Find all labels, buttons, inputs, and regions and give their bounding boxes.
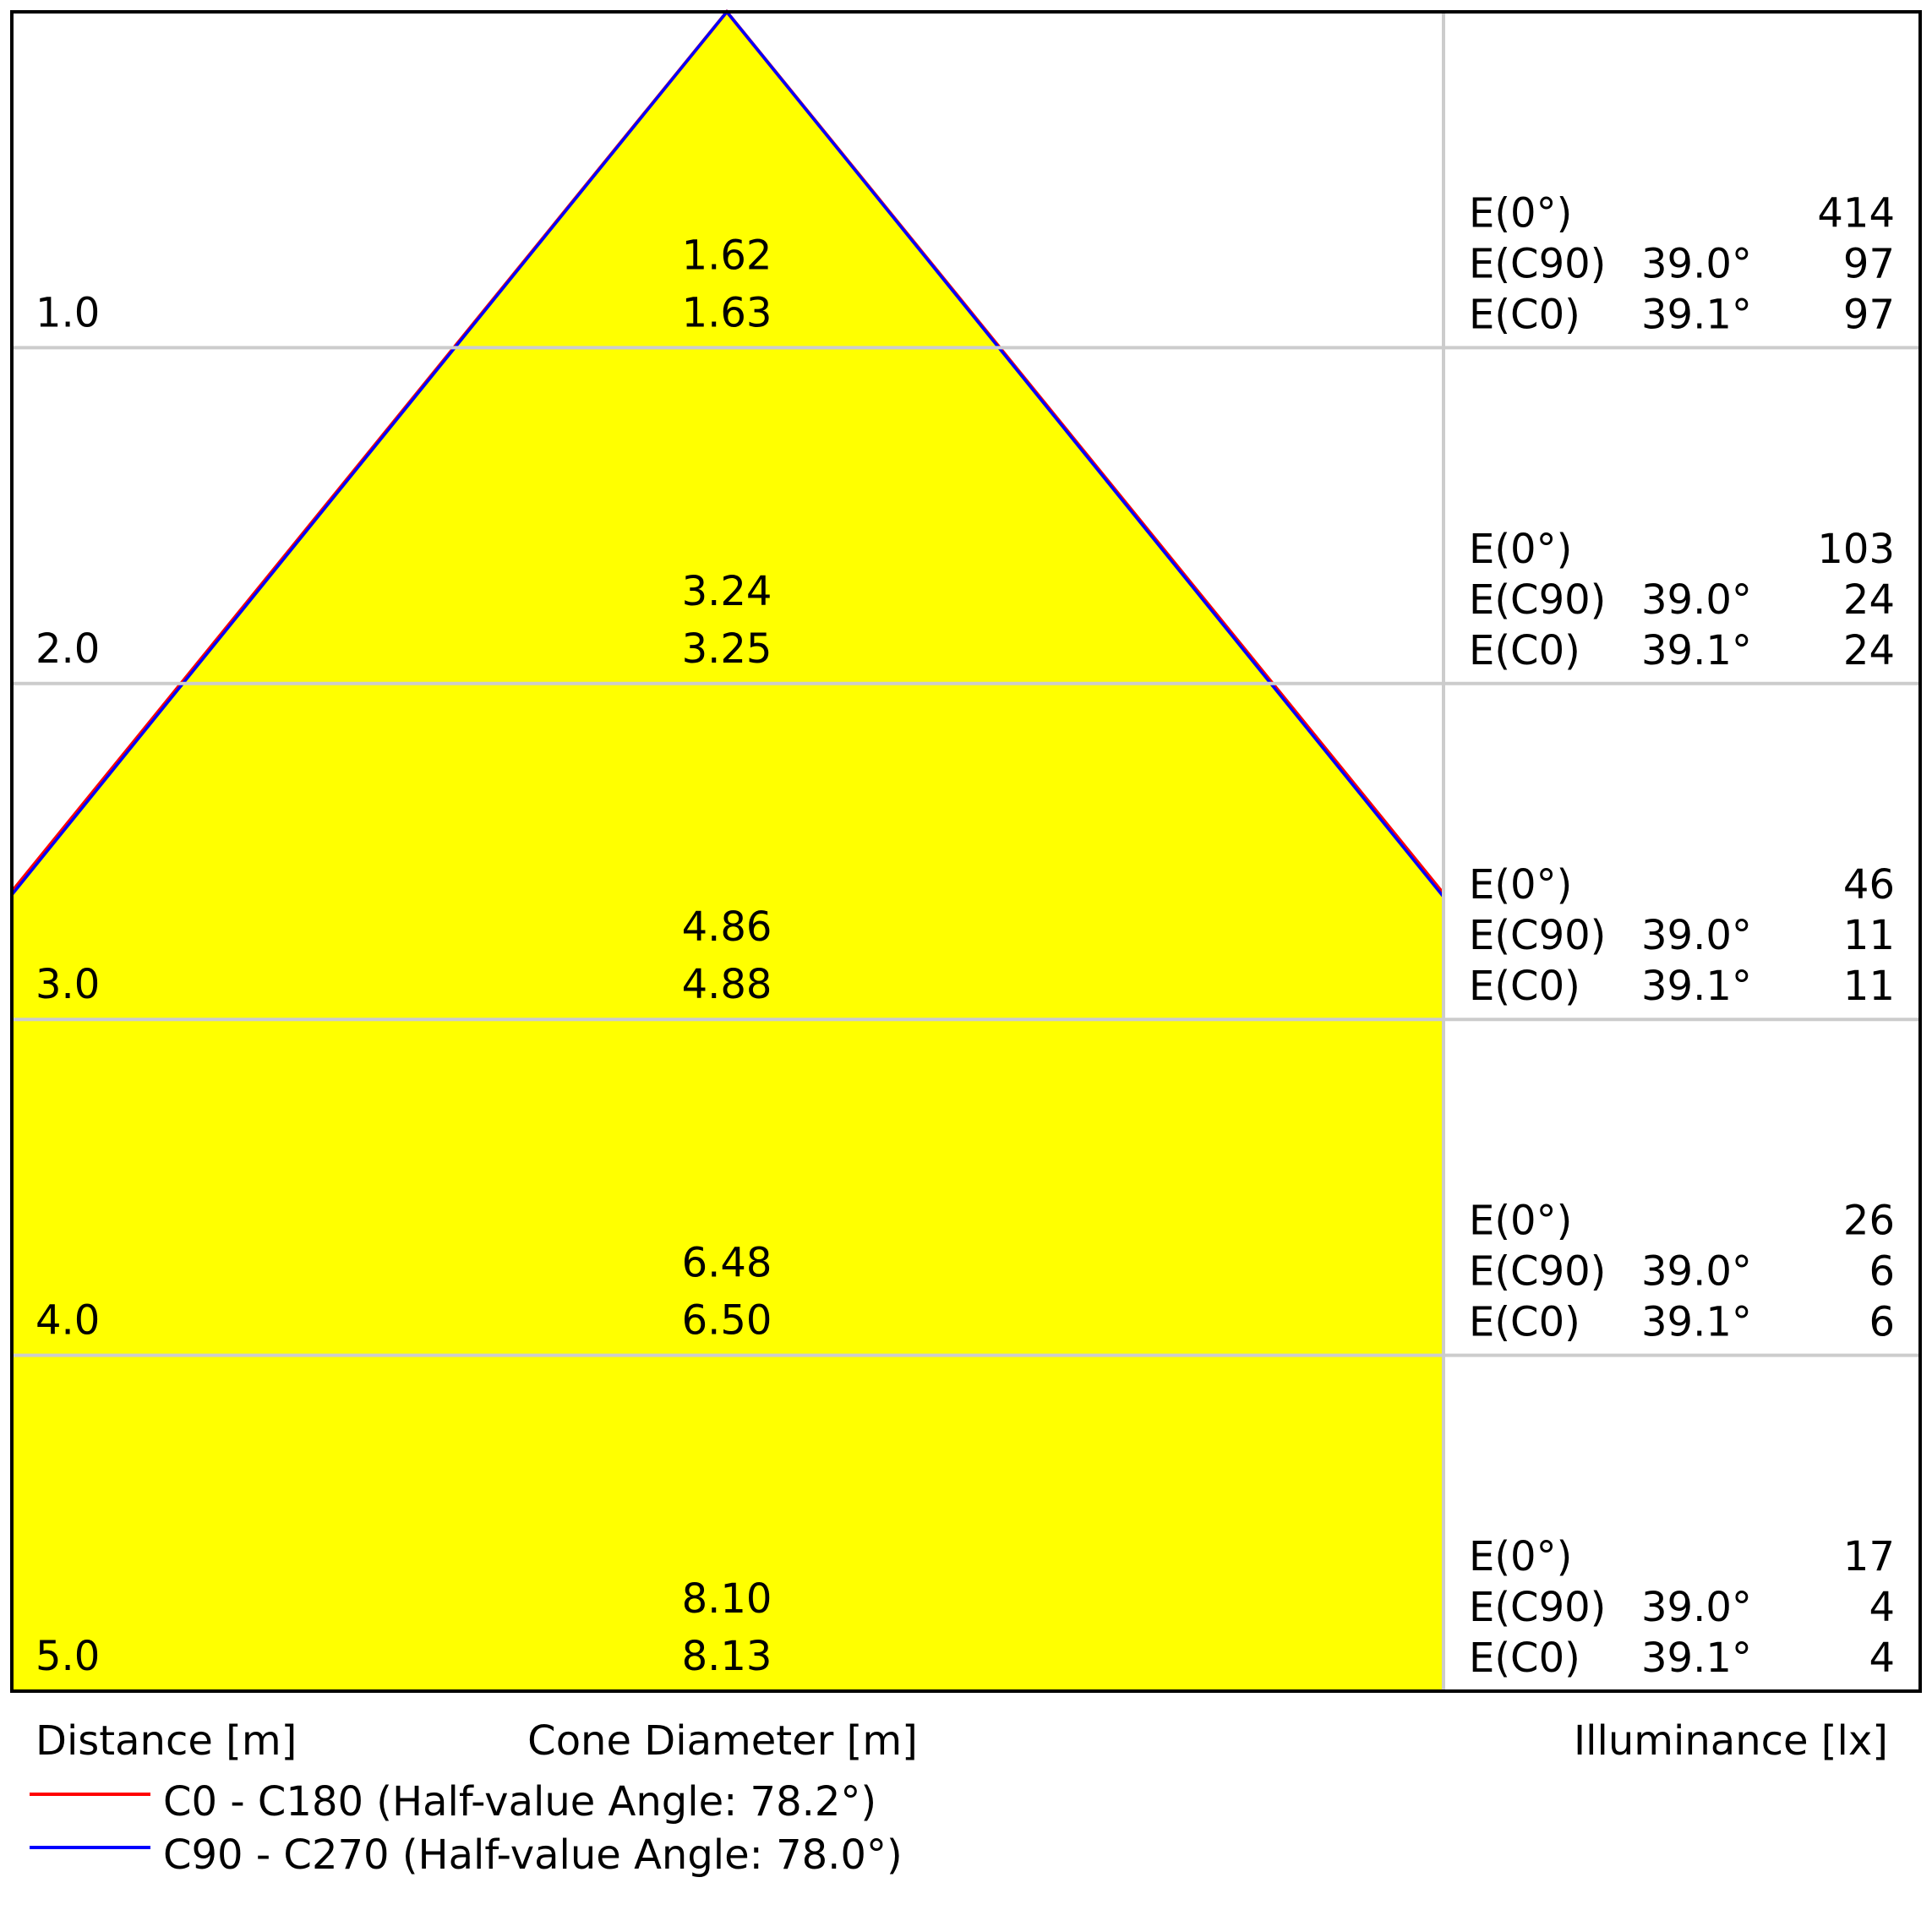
e0-label: E(0°) xyxy=(1469,189,1572,237)
distance-label: 1.0 xyxy=(35,289,100,336)
ec90-label: E(C90) xyxy=(1469,1584,1606,1631)
e0-label: E(0°) xyxy=(1469,1533,1572,1580)
ec0-angle: 39.1° xyxy=(1641,291,1752,338)
ec90-value: 4 xyxy=(1869,1584,1895,1631)
ec90-label: E(C90) xyxy=(1469,1248,1606,1296)
cone-diameter-c0-label: 3.24 xyxy=(682,568,772,615)
ec0-angle: 39.1° xyxy=(1641,1635,1752,1682)
ec90-value: 97 xyxy=(1843,240,1895,287)
e0-value: 26 xyxy=(1843,1198,1895,1245)
cone-diameter-c0-label: 8.10 xyxy=(682,1575,772,1623)
ec0-value: 24 xyxy=(1843,627,1895,674)
legend-label-c0: C0 - C180 (Half-value Angle: 78.2°) xyxy=(163,1778,876,1826)
ec0-angle: 39.1° xyxy=(1641,963,1752,1010)
cone-diameter-c90-label: 4.88 xyxy=(682,961,772,1008)
ec90-label: E(C90) xyxy=(1469,576,1606,624)
cone-diameter-axis-label: Cone Diameter [m] xyxy=(527,1717,918,1765)
label-layer: 1.0 1.62 1.63 E(0°) 414 E(C90) 39.0° 97 E(C0) 39.… xyxy=(35,189,1895,1682)
ec90-label: E(C90) xyxy=(1469,240,1606,287)
plot-border xyxy=(10,10,1922,1693)
ec0-value: 97 xyxy=(1843,291,1895,338)
ec0-value: 6 xyxy=(1869,1299,1895,1346)
e0-label: E(0°) xyxy=(1469,1198,1572,1245)
ec90-angle: 39.0° xyxy=(1641,240,1752,287)
ec0-label: E(C0) xyxy=(1469,627,1580,674)
e0-value: 17 xyxy=(1843,1533,1895,1580)
distance-label: 2.0 xyxy=(35,625,100,673)
e0-label: E(0°) xyxy=(1469,861,1572,909)
ec90-angle: 39.0° xyxy=(1641,1584,1752,1631)
ec0-label: E(C0) xyxy=(1469,963,1580,1010)
ec0-value: 4 xyxy=(1869,1635,1895,1682)
e0-value: 103 xyxy=(1817,526,1895,573)
ec0-angle: 39.1° xyxy=(1641,627,1752,674)
ec90-angle: 39.0° xyxy=(1641,1248,1752,1296)
ec90-angle: 39.0° xyxy=(1641,576,1752,624)
legend-label-c90: C90 - C270 (Half-value Angle: 78.0°) xyxy=(163,1831,903,1879)
grid-layer xyxy=(10,10,1922,1693)
ec0-angle: 39.1° xyxy=(1641,1299,1752,1346)
ec90-angle: 39.0° xyxy=(1641,912,1752,959)
ec0-label: E(C0) xyxy=(1469,291,1580,338)
ec0-label: E(C0) xyxy=(1469,1299,1580,1346)
cone-diameter-c90-label: 8.13 xyxy=(682,1633,772,1680)
ec0-label: E(C0) xyxy=(1469,1635,1580,1682)
cone-diameter-c90-label: 1.63 xyxy=(682,289,772,336)
distance-axis-label: Distance [m] xyxy=(35,1717,297,1765)
cone-fill-area xyxy=(12,12,1444,1691)
ec90-value: 11 xyxy=(1843,912,1895,959)
e0-value: 414 xyxy=(1817,189,1895,237)
distance-label: 5.0 xyxy=(35,1633,100,1680)
ec90-label: E(C90) xyxy=(1469,912,1606,959)
distance-label: 3.0 xyxy=(35,961,100,1008)
ec0-value: 11 xyxy=(1843,963,1895,1010)
cone-diameter-c0-label: 6.48 xyxy=(682,1240,772,1287)
distance-label: 4.0 xyxy=(35,1297,100,1345)
ec90-value: 6 xyxy=(1869,1248,1895,1296)
cone-diameter-c90-label: 6.50 xyxy=(682,1297,772,1345)
cone-diameter-c0-label: 4.86 xyxy=(682,903,772,951)
illuminance-axis-label: Illuminance [lx] xyxy=(1574,1717,1888,1765)
ec90-value: 24 xyxy=(1843,576,1895,624)
cone-diameter-c90-label: 3.25 xyxy=(682,625,772,673)
cone-diameter-c0-label: 1.62 xyxy=(682,232,772,279)
e0-value: 46 xyxy=(1843,861,1895,909)
e0-label: E(0°) xyxy=(1469,526,1572,573)
